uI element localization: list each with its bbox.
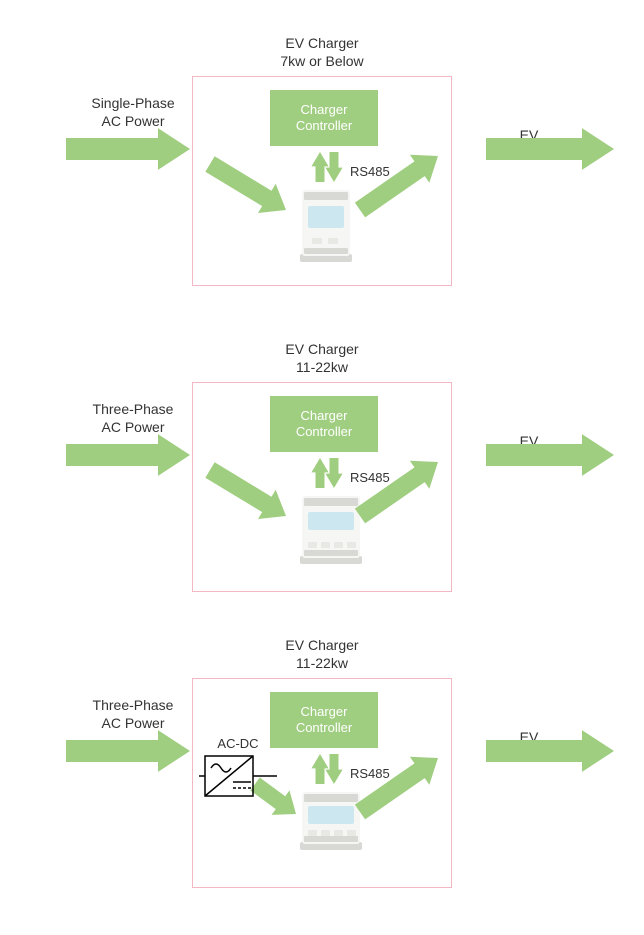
charger-title: EV Charger 11-22kw [0,636,644,672]
title-line2: 7kw or Below [280,53,363,69]
arrow-to-meter [180,134,329,240]
arrow-from-meter [330,126,485,240]
acdc-label: AC-DC [208,736,268,753]
arrow-to-meter [180,440,329,546]
input-line1: Three-Phase [93,697,174,713]
title-line1: EV Charger [285,341,358,357]
arrow-input [36,721,220,825]
acdc-converter-icon [199,754,277,803]
arrow-from-meter [330,728,485,842]
charger-title: EV Charger 7kw or Below [0,34,644,70]
input-line1: Single-Phase [91,95,174,111]
title-line1: EV Charger [285,637,358,653]
charger-title: EV Charger 11-22kw [0,340,644,376]
title-line1: EV Charger [285,35,358,51]
title-line2: 11-22kw [296,655,348,671]
input-line1: Three-Phase [93,401,174,417]
arrow-from-meter [330,432,485,546]
title-line2: 11-22kw [296,359,348,375]
